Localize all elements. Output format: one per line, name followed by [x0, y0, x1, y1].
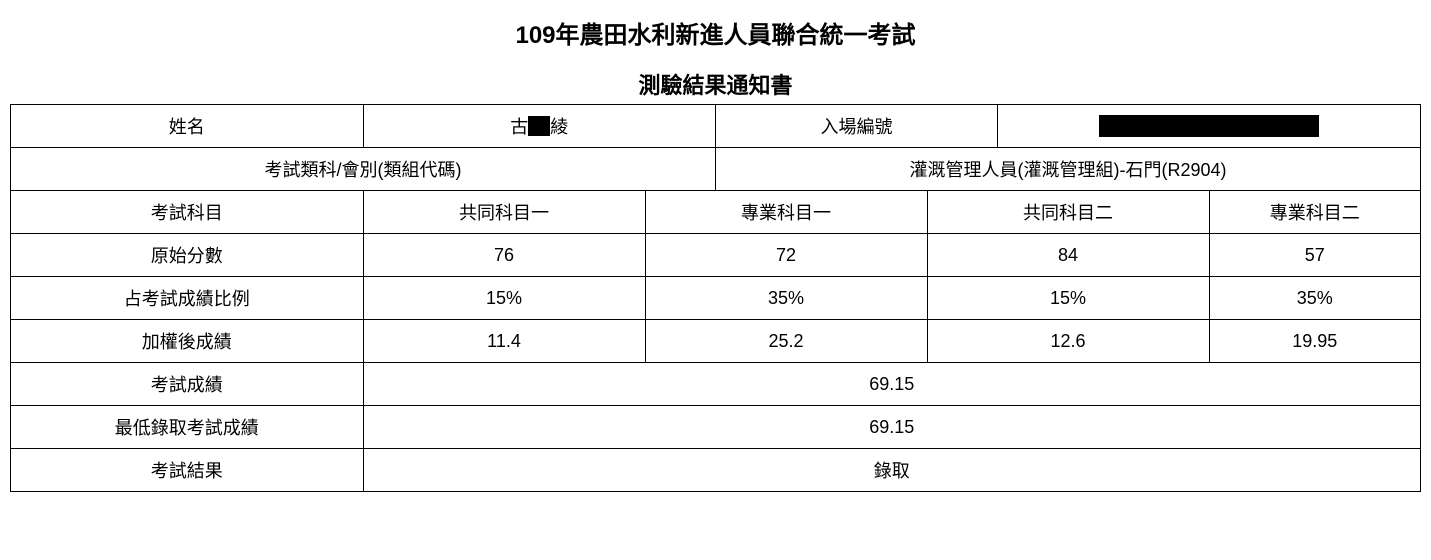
ticket-label: 入場編號 — [716, 105, 998, 148]
table-row: 原始分數 76 72 84 57 — [11, 234, 1421, 277]
raw-v3: 84 — [927, 234, 1209, 277]
category-label: 考試類科/會別(類組代碼) — [11, 148, 716, 191]
total-label: 考試成績 — [11, 363, 364, 406]
exam-title: 109年農田水利新進人員聯合統一考試 — [10, 15, 1421, 50]
raw-v2: 72 — [645, 234, 927, 277]
result-label: 考試結果 — [11, 449, 364, 492]
table-row: 最低錄取考試成績 69.15 — [11, 406, 1421, 449]
table-row: 占考試成績比例 15% 35% 15% 35% — [11, 277, 1421, 320]
subject-col2: 專業科目一 — [645, 191, 927, 234]
table-row: 考試科目 共同科目一 專業科目一 共同科目二 專業科目二 — [11, 191, 1421, 234]
category-value: 灌溉管理人員(灌溉管理組)-石門(R2904) — [716, 148, 1421, 191]
subject-col4: 專業科目二 — [1209, 191, 1421, 234]
redacted-name-part — [528, 116, 550, 136]
subject-col1: 共同科目一 — [363, 191, 645, 234]
ratio-v3: 15% — [927, 277, 1209, 320]
table-row: 考試結果 錄取 — [11, 449, 1421, 492]
result-value: 錄取 — [363, 449, 1421, 492]
weighted-v4: 19.95 — [1209, 320, 1421, 363]
redacted-ticket-number — [1099, 115, 1319, 137]
ratio-v2: 35% — [645, 277, 927, 320]
ratio-v1: 15% — [363, 277, 645, 320]
cutoff-label: 最低錄取考試成績 — [11, 406, 364, 449]
name-label: 姓名 — [11, 105, 364, 148]
name-value: 古綾 — [363, 105, 716, 148]
result-table: 姓名 古綾 入場編號 考試類科/會別(類組代碼) 灌溉管理人員(灌溉管理組)-石… — [10, 104, 1421, 492]
subjects-label: 考試科目 — [11, 191, 364, 234]
cutoff-value: 69.15 — [363, 406, 1421, 449]
raw-v1: 76 — [363, 234, 645, 277]
ratio-v4: 35% — [1209, 277, 1421, 320]
weighted-label: 加權後成績 — [11, 320, 364, 363]
table-row: 姓名 古綾 入場編號 — [11, 105, 1421, 148]
name-part1: 古 — [510, 117, 528, 137]
subject-col3: 共同科目二 — [927, 191, 1209, 234]
weighted-v1: 11.4 — [363, 320, 645, 363]
table-row: 加權後成績 11.4 25.2 12.6 19.95 — [11, 320, 1421, 363]
weighted-v3: 12.6 — [927, 320, 1209, 363]
weighted-v2: 25.2 — [645, 320, 927, 363]
ratio-label: 占考試成績比例 — [11, 277, 364, 320]
name-part2: 綾 — [550, 117, 568, 137]
report-subtitle: 測驗結果通知書 — [10, 68, 1421, 100]
ticket-value — [998, 105, 1421, 148]
table-row: 考試成績 69.15 — [11, 363, 1421, 406]
total-value: 69.15 — [363, 363, 1421, 406]
raw-label: 原始分數 — [11, 234, 364, 277]
raw-v4: 57 — [1209, 234, 1421, 277]
table-row: 考試類科/會別(類組代碼) 灌溉管理人員(灌溉管理組)-石門(R2904) — [11, 148, 1421, 191]
